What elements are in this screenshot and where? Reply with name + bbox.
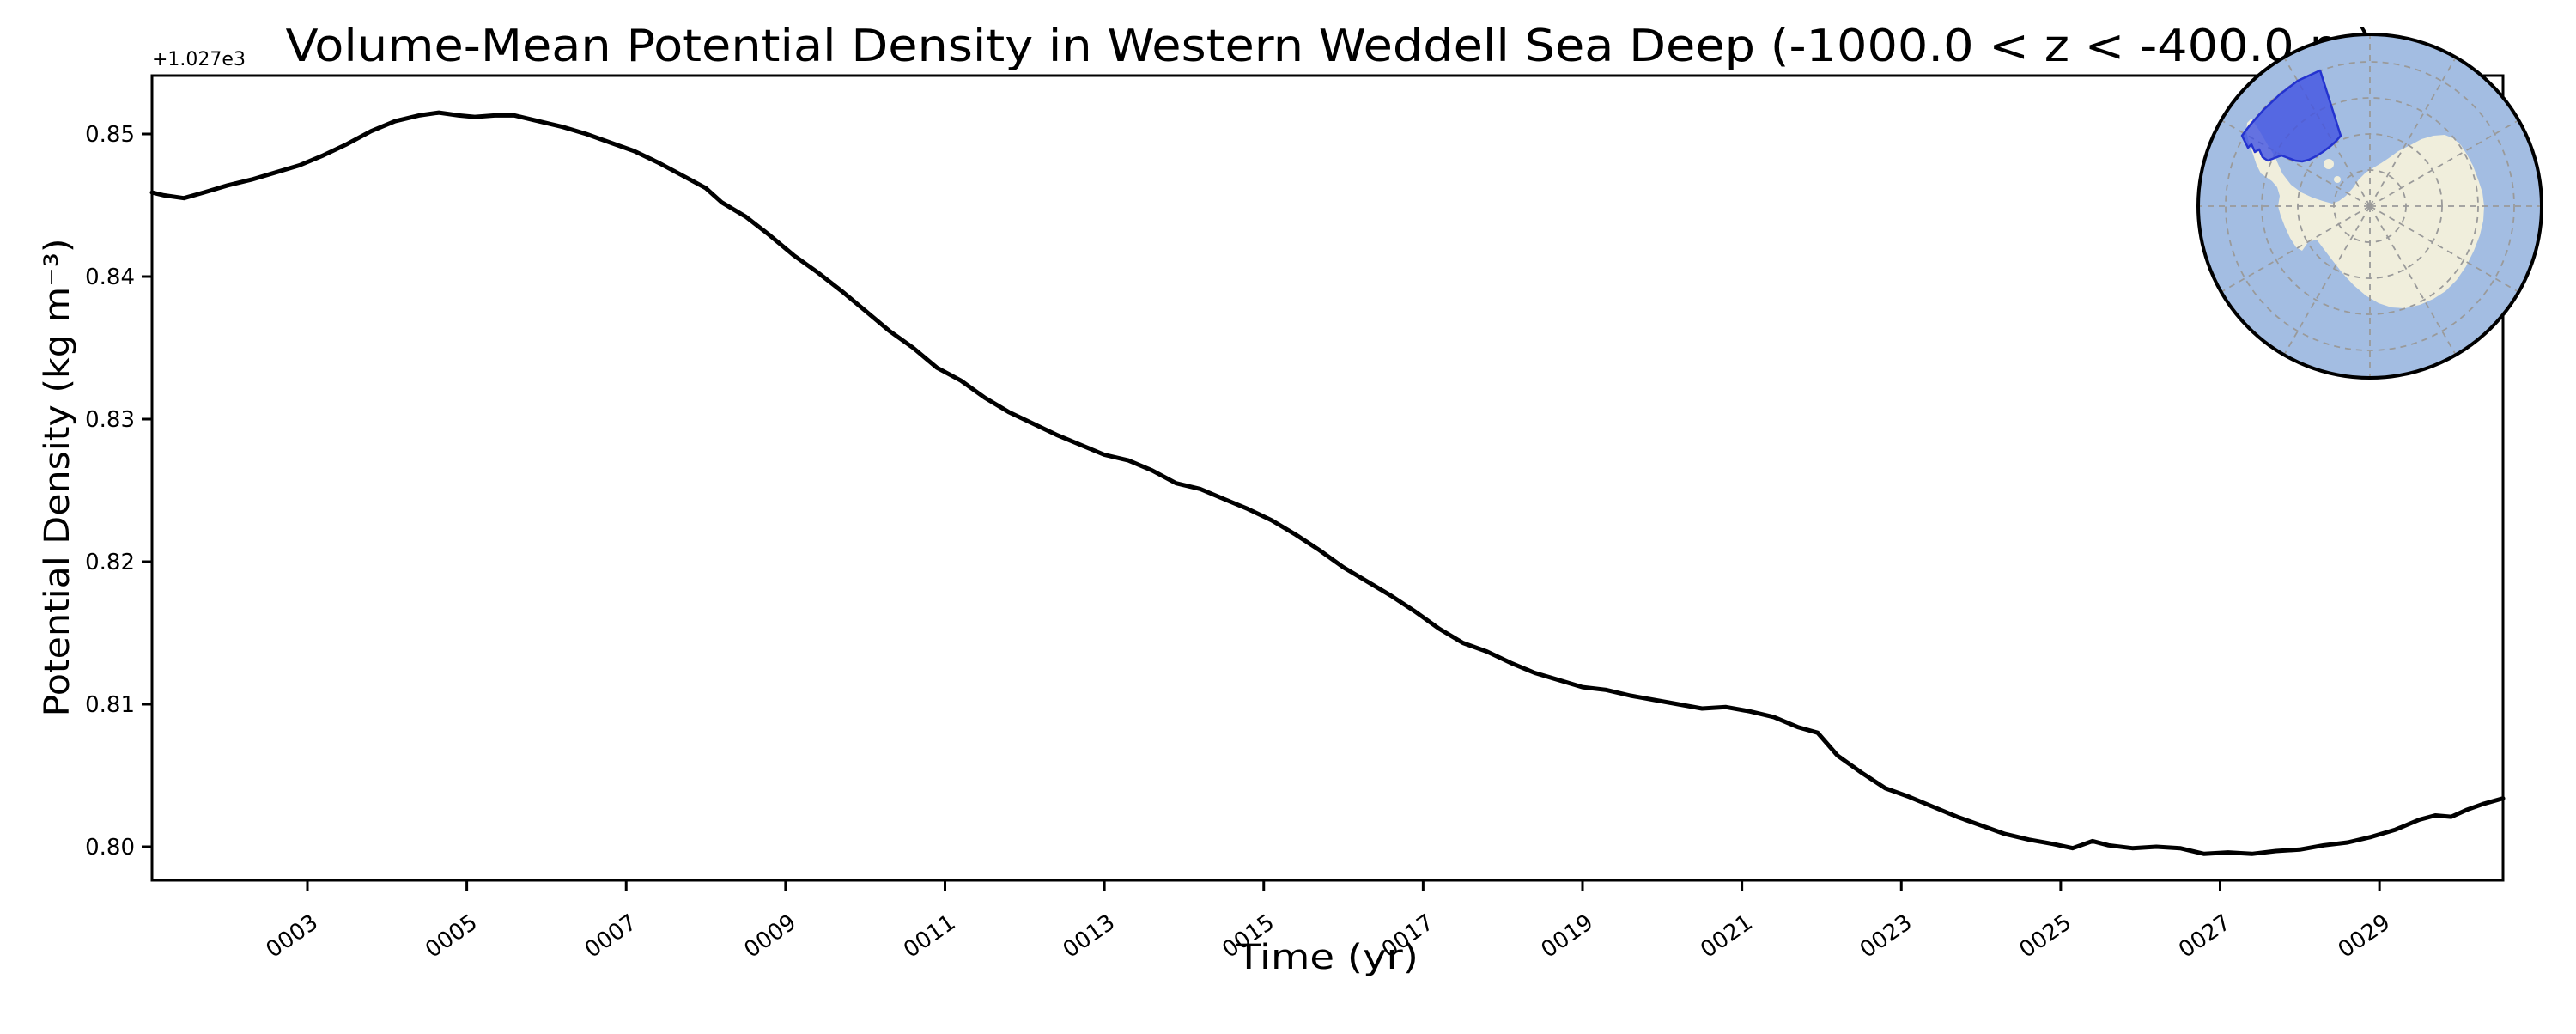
y-axis-offset-label: +1.027e3: [152, 49, 246, 70]
x-tick-label: 0003: [262, 909, 323, 964]
x-tick-label: 0011: [899, 909, 960, 964]
x-tick-label: 0025: [2014, 909, 2075, 964]
highlighted-region-western-weddell-sea: [2240, 69, 2342, 163]
y-tick-label: 0.83: [85, 407, 135, 433]
y-tick-label: 0.82: [85, 550, 135, 575]
x-axis-label: Time (yr): [1236, 938, 1419, 977]
antarctica-map-inset: [2196, 33, 2543, 380]
map-border: [2196, 33, 2543, 380]
x-tick-label: 0013: [1059, 909, 1120, 964]
graticule: [2198, 34, 2542, 378]
y-axis-label: Potential Density (kg m⁻³): [38, 239, 77, 717]
y-tick-label: 0.85: [85, 122, 135, 148]
y-axis-ticks: 0.85 0.84 0.83 0.82 0.81 0.80: [85, 122, 152, 861]
x-tick-label: 0023: [1856, 909, 1917, 964]
parallel-circle: [2261, 97, 2479, 315]
island: [2324, 159, 2334, 169]
x-tick-label: 0007: [580, 909, 641, 964]
island: [2334, 176, 2341, 183]
x-tick-label: 0027: [2174, 909, 2235, 964]
x-tick-label: 0009: [739, 909, 800, 964]
antarctica-landmass: [2246, 119, 2484, 308]
x-tick-label: 0021: [1696, 909, 1757, 964]
parallel-circle: [2225, 61, 2515, 351]
chart-title: Volume-Mean Potential Density in Western…: [286, 21, 2375, 72]
y-tick-label: 0.84: [85, 265, 135, 290]
y-tick-label: 0.80: [85, 835, 135, 861]
x-tick-label: 0005: [421, 909, 482, 964]
y-tick-label: 0.81: [85, 692, 135, 718]
data-line: [149, 110, 2506, 856]
x-tick-label: 0029: [2334, 909, 2395, 964]
x-tick-label: 0019: [1537, 909, 1598, 964]
plot-frame: [150, 74, 2505, 882]
